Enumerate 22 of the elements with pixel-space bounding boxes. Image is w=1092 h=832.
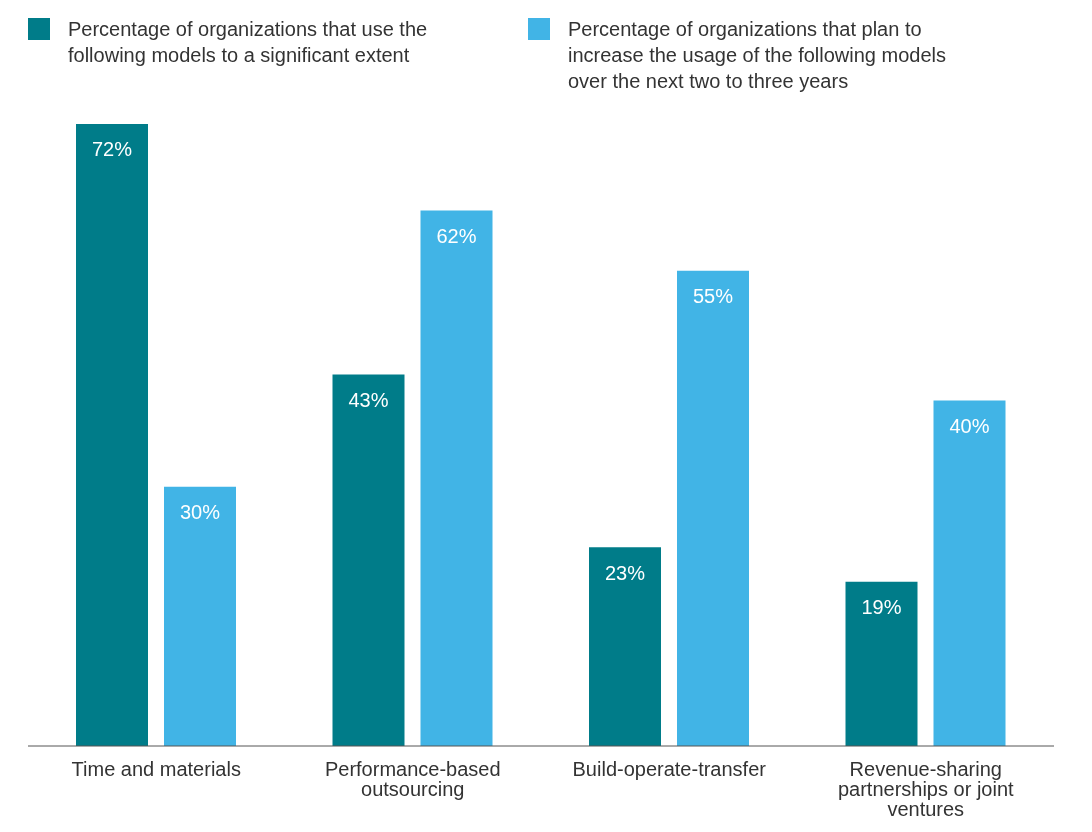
bar <box>164 486 236 746</box>
x-tick-label: Performance-based outsourcing <box>324 758 501 801</box>
bar <box>933 400 1006 746</box>
data-label: 43% <box>348 388 389 411</box>
legend-label: Percentage of organizations that use the following models to a significant extent <box>68 17 429 68</box>
bar <box>76 124 148 746</box>
data-label: 62% <box>436 224 477 247</box>
x-tick-label: Time and materials <box>71 758 241 781</box>
bar <box>677 270 749 746</box>
x-tick-label: Build-operate-transfer <box>572 758 767 781</box>
bar <box>589 547 661 746</box>
data-label: 72% <box>91 138 133 161</box>
data-label: 30% <box>179 501 221 524</box>
x-tick-label: Revenue-sharing partnerships or joint ventures <box>837 758 1015 821</box>
data-label: 55% <box>692 285 734 308</box>
bar <box>332 374 405 746</box>
data-label: 19% <box>861 596 902 619</box>
bar <box>420 210 493 746</box>
bar <box>845 581 918 746</box>
data-label: 23% <box>604 561 646 584</box>
legend-label: Percentage of organizations that plan to increase the usage of the following models over the next two to three years <box>568 17 947 94</box>
data-label: 40% <box>949 414 990 437</box>
